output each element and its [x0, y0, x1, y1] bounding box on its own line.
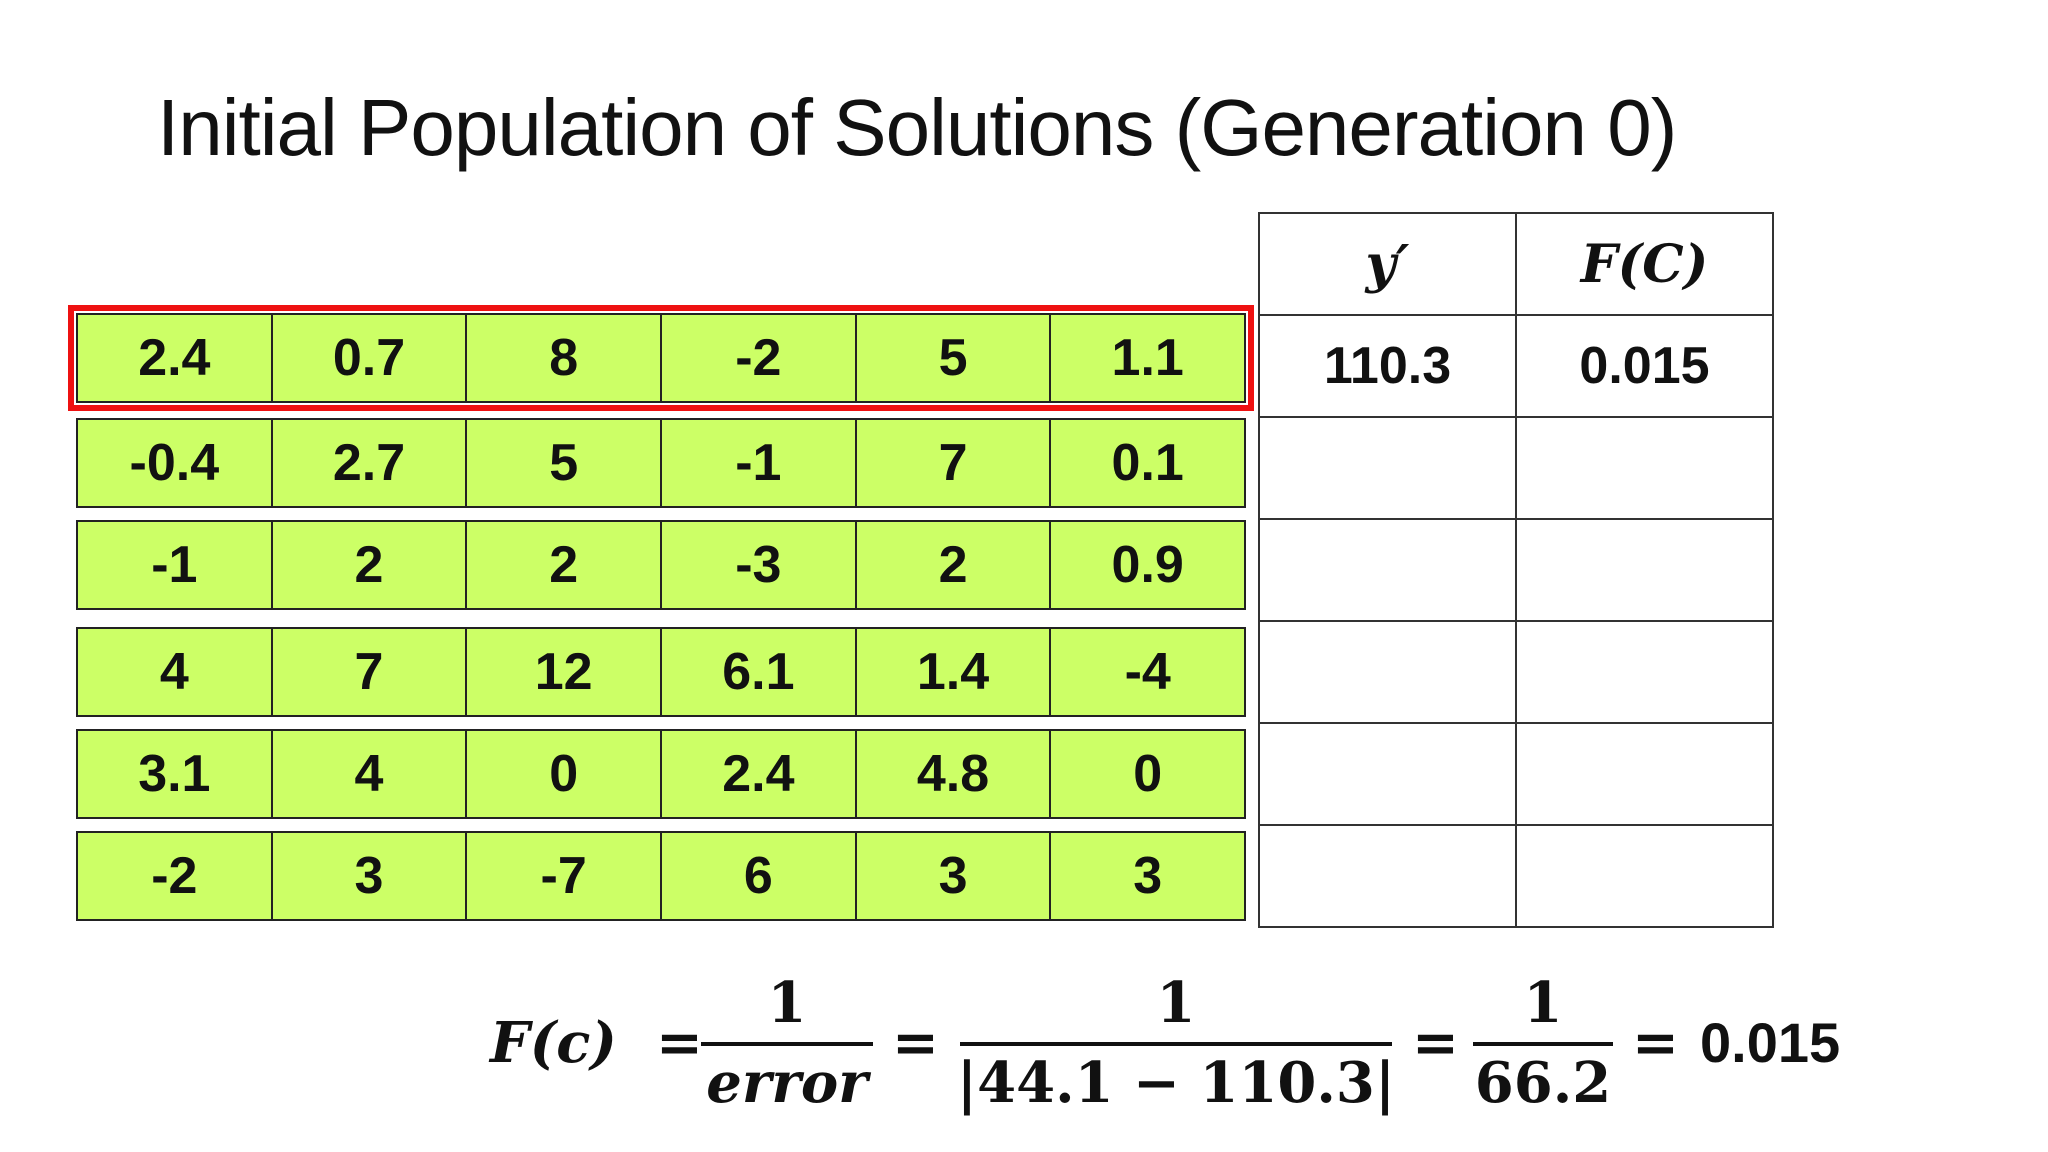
- formula-result: 0.015: [1700, 1011, 1841, 1074]
- empty-cell: [1515, 722, 1774, 826]
- denominator: |44.1 − 110.3|: [956, 1050, 1396, 1116]
- gene-cell: 3: [857, 833, 1052, 919]
- gene-cell: 0.1: [1111, 434, 1184, 492]
- fraction: 1 |44.1 − 110.3|: [956, 970, 1396, 1116]
- empty-cell: [1515, 824, 1774, 928]
- gene-cell: -3: [662, 522, 857, 608]
- gene-cell: 3: [273, 833, 468, 919]
- gene-cell: 6.1: [662, 629, 857, 715]
- gene-cell: 3: [1133, 847, 1163, 905]
- gene-cell: 4: [273, 731, 468, 817]
- solution-row: 4 7 12 6.1 1.4 -4: [76, 627, 1246, 717]
- gene-cell: -1: [662, 420, 857, 506]
- gene-cell: 2.4: [78, 315, 273, 401]
- fraction-bar: [960, 1042, 1392, 1046]
- fraction-bar: [701, 1042, 873, 1046]
- gene-cell: -2: [662, 315, 857, 401]
- gene-cell: -1: [78, 522, 273, 608]
- gene-cell: 2.4: [662, 731, 857, 817]
- numerator: 1: [1523, 970, 1563, 1036]
- empty-cell: [1515, 518, 1774, 622]
- empty-cell: [1258, 620, 1517, 724]
- fraction-bar: [1473, 1042, 1613, 1046]
- empty-cell: [1515, 620, 1774, 724]
- fraction: 1 66.2: [1473, 970, 1613, 1116]
- column-header: F(C): [1515, 212, 1774, 316]
- equals-sign: =: [656, 1010, 703, 1076]
- cell: 0.015: [1515, 314, 1774, 418]
- fraction: 1 error: [701, 970, 873, 1116]
- numerator: 1: [1156, 970, 1196, 1036]
- gene-cell: 2: [273, 522, 468, 608]
- slide-title: Initial Population of Solutions (Generat…: [157, 83, 1677, 172]
- equals-sign: =: [1632, 1010, 1679, 1076]
- fitness-table: y′ F(C) 110.3 0.015: [1258, 212, 1774, 928]
- column-header: y′: [1258, 212, 1517, 316]
- empty-cell: [1258, 416, 1517, 520]
- empty-cell: [1258, 518, 1517, 622]
- gene-cell: 12: [467, 629, 663, 715]
- empty-cell: [1515, 416, 1774, 520]
- gene-cell: 7: [273, 629, 468, 715]
- gene-cell: 6: [662, 833, 857, 919]
- empty-cell: [1258, 824, 1517, 928]
- numerator: 1: [767, 970, 807, 1036]
- gene-cell: 4.8: [857, 731, 1052, 817]
- gene-cell: -0.4: [78, 420, 273, 506]
- gene-cell: 1.1: [1111, 329, 1184, 387]
- gene-cell: 0: [467, 731, 663, 817]
- gene-cell: -7: [467, 833, 663, 919]
- gene-cell: 0.7: [273, 315, 468, 401]
- equals-sign: =: [1412, 1010, 1459, 1076]
- formula-lhs: F(c): [490, 1010, 617, 1076]
- solution-row: 3.1 4 0 2.4 4.8 0: [76, 729, 1246, 819]
- denominator: error: [706, 1050, 868, 1116]
- gene-cell: 3.1: [78, 731, 273, 817]
- gene-cell: 7: [857, 420, 1052, 506]
- cell: 110.3: [1258, 314, 1517, 418]
- solution-row: -2 3 -7 6 3 3: [76, 831, 1246, 921]
- gene-cell: 2: [857, 522, 1052, 608]
- equals-sign: =: [892, 1010, 939, 1076]
- solution-row: -0.4 2.7 5 -1 7 0.1: [76, 418, 1246, 508]
- gene-cell: 1.4: [857, 629, 1052, 715]
- empty-cell: [1258, 722, 1517, 826]
- selected-solution-row: 2.4 0.7 8 -2 5 1.1: [68, 305, 1254, 411]
- gene-cell: 5: [467, 420, 663, 506]
- gene-cell: 0.9: [1111, 536, 1184, 594]
- gene-cell: 4: [78, 629, 273, 715]
- solution-row: -1 2 2 -3 2 0.9: [76, 520, 1246, 610]
- gene-cell: 5: [857, 315, 1052, 401]
- gene-cell: -4: [1124, 643, 1171, 701]
- gene-cell: 2.7: [273, 420, 468, 506]
- gene-cell: 8: [467, 315, 663, 401]
- gene-cell: -2: [78, 833, 273, 919]
- gene-cell: 0: [1133, 745, 1163, 803]
- gene-cell: 2: [467, 522, 663, 608]
- denominator: 66.2: [1474, 1050, 1612, 1116]
